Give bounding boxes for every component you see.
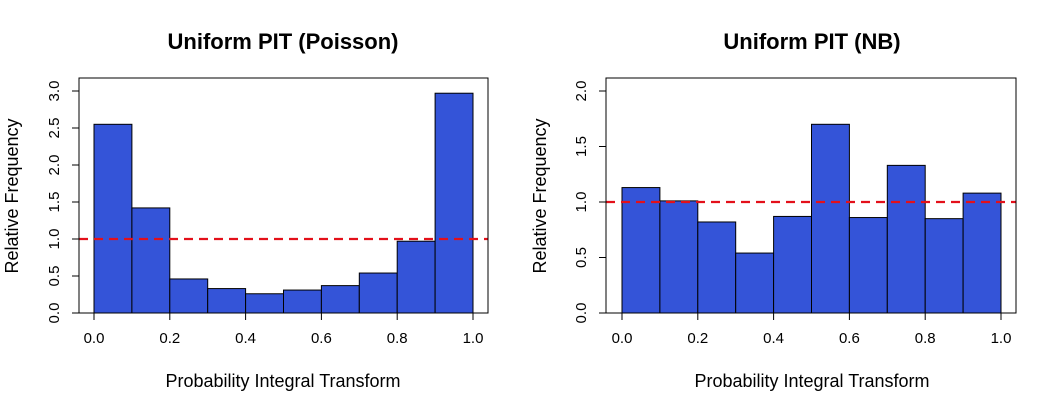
x-axis-label: Probability Integral Transform <box>694 371 929 391</box>
x-tick-label: 0.2 <box>687 330 708 347</box>
y-tick-label: 2.0 <box>573 81 590 102</box>
histogram-bar <box>434 92 474 314</box>
histogram-bar <box>621 187 661 314</box>
plot-frame <box>78 77 489 314</box>
x-tick-label: 1.0 <box>463 330 484 347</box>
histogram-bar <box>886 164 926 314</box>
plot-box <box>605 77 1017 314</box>
histogram-bar <box>169 278 209 314</box>
y-tick-label: 0.0 <box>46 303 63 324</box>
x-tick-label: 0.8 <box>915 330 936 347</box>
x-tick-label: 0.0 <box>612 330 633 347</box>
plot-box <box>78 77 489 314</box>
histogram-bar <box>924 218 964 314</box>
histogram-bar <box>773 215 812 314</box>
y-axis-label: Relative Frequency <box>530 118 550 273</box>
y-axis-label: Relative Frequency <box>2 118 22 273</box>
histogram-bar <box>358 272 398 314</box>
x-tick-label: 1.0 <box>991 330 1012 347</box>
x-tick-label: 0.6 <box>311 330 332 347</box>
x-tick-label: 0.6 <box>839 330 860 347</box>
y-tick-label: 2.5 <box>46 118 63 139</box>
chart-title: Uniform PIT (Poisson) <box>168 29 399 54</box>
histogram-bar <box>848 217 888 314</box>
histogram-bars <box>621 123 1002 314</box>
histogram-bar <box>320 285 360 314</box>
y-tick-label: 1.5 <box>573 136 590 157</box>
y-tick-label: 0.5 <box>46 266 63 287</box>
histogram-bars <box>93 92 474 314</box>
nb-histogram-panel: Uniform PIT (NB) Probability Integral Tr… <box>530 29 1017 391</box>
histogram-bar <box>735 252 775 314</box>
y-tick-label: 1.0 <box>573 192 590 213</box>
chart-title: Uniform PIT (NB) <box>723 29 900 54</box>
x-tick-label: 0.0 <box>84 330 105 347</box>
x-axis-label: Probability Integral Transform <box>165 371 400 391</box>
x-tick-label: 0.4 <box>235 330 256 347</box>
y-axis: 0.0 0.5 1.0 1.5 2.0 2.5 3.0 <box>46 81 79 324</box>
x-tick-label: 0.2 <box>159 330 180 347</box>
histogram-bar <box>659 200 699 314</box>
y-tick-label: 1.0 <box>46 229 63 250</box>
histogram-bar <box>697 221 737 314</box>
y-tick-label: 0.0 <box>573 303 590 324</box>
x-axis: 0.0 0.2 0.4 0.6 0.8 1.0 <box>612 313 1012 347</box>
histogram-bar <box>811 123 850 314</box>
x-axis: 0.0 0.2 0.4 0.6 0.8 1.0 <box>84 313 484 347</box>
y-tick-label: 3.0 <box>46 81 63 102</box>
y-tick-label: 2.0 <box>46 155 63 176</box>
poisson-histogram-panel: Uniform PIT (Poisson) Probability Integr… <box>2 29 489 391</box>
histogram-bar <box>245 293 285 314</box>
y-tick-label: 1.5 <box>46 192 63 213</box>
y-tick-label: 0.5 <box>573 247 590 268</box>
histogram-bar <box>396 240 436 314</box>
histogram-bar <box>131 207 171 314</box>
y-axis: 0.0 0.5 1.0 1.5 2.0 <box>573 81 606 324</box>
x-tick-label: 0.8 <box>387 330 408 347</box>
x-tick-label: 0.4 <box>763 330 784 347</box>
histogram-bar <box>283 289 322 314</box>
histogram-bar <box>962 192 1002 314</box>
histogram-bar <box>93 123 133 314</box>
histogram-bar <box>207 288 247 314</box>
plot-frame <box>605 77 1017 314</box>
